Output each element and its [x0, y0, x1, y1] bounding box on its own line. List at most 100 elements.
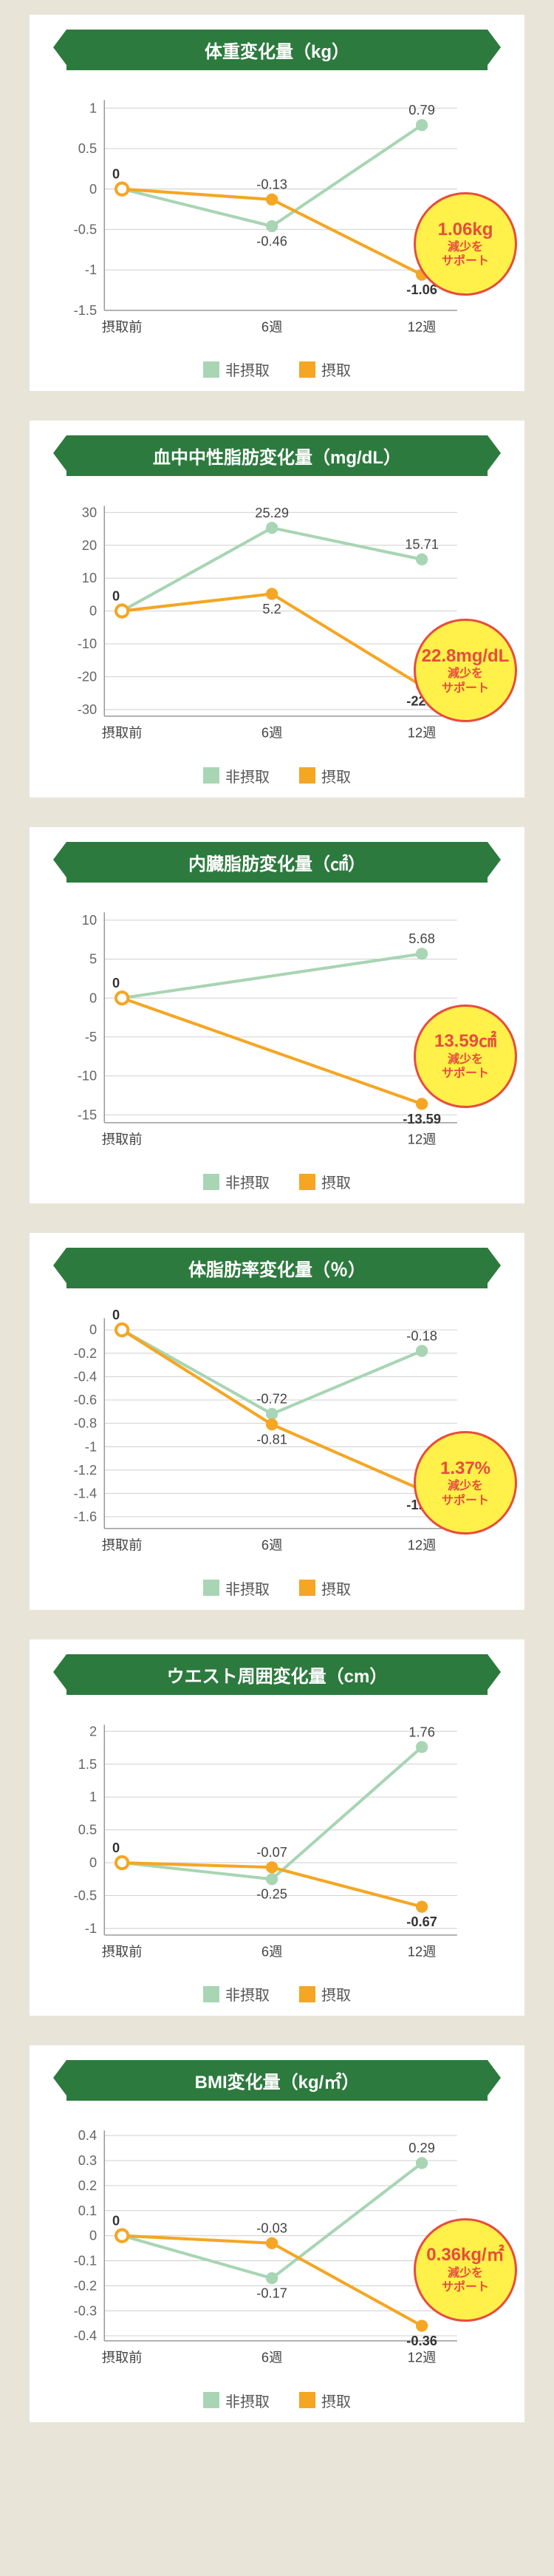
- swatch-nonintake: [203, 1580, 219, 1596]
- svg-text:12週: 12週: [408, 1943, 437, 1959]
- svg-text:12週: 12週: [408, 319, 437, 334]
- chart-card-weight: 体重変化量（kg）-1.5-1-0.500.51摂取前6週12週0-0.460.…: [30, 15, 524, 391]
- svg-text:0.4: 0.4: [78, 2128, 97, 2144]
- svg-text:摂取前: 摂取前: [102, 1537, 143, 1553]
- legend-intake-label: 摂取: [321, 765, 351, 786]
- badge-sub1: 減少を: [448, 240, 483, 254]
- legend-nonintake-label: 非摂取: [225, 2390, 270, 2411]
- svg-text:-0.25: -0.25: [256, 1886, 287, 1902]
- svg-text:-0.03: -0.03: [256, 2220, 287, 2236]
- chart-wrap: -0.4-0.3-0.2-0.100.10.20.30.4摂取前6週12週0-0…: [37, 2115, 517, 2371]
- legend: 非摂取摂取: [37, 1577, 517, 1599]
- badge-value: 1.06kg: [438, 220, 493, 241]
- legend-intake-label: 摂取: [321, 358, 351, 380]
- badge-value: 22.8mg/dL: [422, 646, 510, 667]
- badge-sub2: サポート: [442, 254, 489, 268]
- legend-intake: 摂取: [299, 2390, 351, 2411]
- badge-sub2: サポート: [442, 1494, 489, 1508]
- legend: 非摂取摂取: [37, 1983, 517, 2005]
- result-badge: 1.06kg減少をサポート: [414, 192, 517, 296]
- svg-text:1.5: 1.5: [78, 1756, 97, 1772]
- legend: 非摂取 摂取: [37, 2390, 517, 2411]
- badge-sub2: サポート: [442, 2280, 489, 2294]
- swatch-nonintake: [203, 361, 219, 378]
- chart-wrap: -30-20-100102030摂取前6週12週025.2915.715.2-2…: [37, 491, 517, 746]
- svg-text:-1.4: -1.4: [74, 1486, 97, 1501]
- svg-text:摂取前: 摂取前: [102, 2350, 143, 2365]
- svg-text:0.5: 0.5: [78, 1822, 97, 1838]
- svg-text:-15: -15: [78, 1107, 97, 1122]
- svg-text:-0.17: -0.17: [256, 2286, 287, 2301]
- legend-nonintake: 非摂取: [203, 2390, 270, 2411]
- legend-nonintake: 非摂取: [203, 358, 270, 380]
- svg-text:-13.59: -13.59: [403, 1111, 441, 1126]
- svg-text:0.3: 0.3: [78, 2152, 97, 2168]
- legend-nonintake: 非摂取: [203, 1577, 270, 1599]
- badge-value: 13.59㎠: [434, 1031, 496, 1053]
- chart-title: 体重変化量（kg）: [66, 30, 488, 70]
- legend-intake: 摂取: [299, 1983, 351, 2005]
- legend-nonintake-label: 非摂取: [225, 358, 270, 380]
- svg-text:-20: -20: [78, 669, 97, 684]
- result-badge: 13.59㎠減少をサポート: [414, 1005, 517, 1108]
- svg-text:摂取前: 摂取前: [102, 1131, 143, 1146]
- legend: 非摂取摂取: [37, 1171, 517, 1192]
- svg-text:1: 1: [89, 100, 97, 115]
- badge-sub1: 減少を: [448, 667, 483, 681]
- svg-text:10: 10: [82, 912, 97, 928]
- svg-text:-1: -1: [85, 262, 97, 277]
- svg-text:-0.2: -0.2: [74, 1345, 97, 1361]
- swatch-intake: [299, 1580, 315, 1596]
- svg-text:0: 0: [89, 2228, 97, 2243]
- legend-nonintake-label: 非摂取: [225, 1577, 270, 1599]
- svg-text:5: 5: [89, 951, 97, 967]
- svg-text:25.29: 25.29: [255, 505, 289, 520]
- charts-container: 体重変化量（kg）-1.5-1-0.500.51摂取前6週12週0-0.460.…: [0, 15, 554, 2422]
- svg-text:15.71: 15.71: [405, 537, 439, 552]
- svg-text:-0.36: -0.36: [406, 2333, 437, 2348]
- chart-title: 血中中性脂肪変化量（mg/dL）: [66, 435, 488, 476]
- svg-text:5.2: 5.2: [262, 601, 281, 616]
- svg-text:-1.6: -1.6: [74, 1509, 97, 1525]
- svg-text:-0.6: -0.6: [74, 1392, 97, 1407]
- chart-wrap: -1-0.500.511.52摂取前6週12週0-0.251.76-0.07-0…: [37, 1710, 517, 1965]
- svg-text:-0.4: -0.4: [74, 1369, 97, 1384]
- svg-text:-0.72: -0.72: [256, 1391, 287, 1407]
- svg-text:0: 0: [89, 1322, 97, 1338]
- svg-text:1.76: 1.76: [408, 1724, 435, 1739]
- result-badge: 0.36kg/㎡減少をサポート: [414, 2218, 517, 2322]
- svg-text:12週: 12週: [408, 725, 437, 741]
- svg-text:6週: 6週: [261, 1537, 282, 1553]
- svg-text:-0.5: -0.5: [74, 221, 97, 237]
- svg-text:摂取前: 摂取前: [102, 725, 143, 741]
- chart-svg: -1-0.500.511.52摂取前6週12週0-0.251.76-0.07-0…: [44, 1710, 510, 1965]
- swatch-intake: [299, 1174, 315, 1190]
- svg-text:0.2: 0.2: [78, 2178, 97, 2193]
- svg-text:0: 0: [112, 1840, 120, 1855]
- chart-card-visceral: 内臓脂肪変化量（㎠）-15-10-50510摂取前12週05.68-13.591…: [30, 827, 524, 1203]
- svg-text:10: 10: [82, 571, 97, 586]
- badge-sub1: 減少を: [448, 1053, 483, 1067]
- svg-text:0.5: 0.5: [78, 140, 97, 156]
- svg-text:0: 0: [112, 166, 120, 181]
- svg-text:-1: -1: [85, 1920, 97, 1936]
- svg-text:-0.5: -0.5: [74, 1887, 97, 1903]
- svg-text:摂取前: 摂取前: [102, 1943, 143, 1959]
- swatch-intake: [299, 2392, 315, 2408]
- chart-title: 体脂肪率変化量（％）: [66, 1248, 488, 1288]
- svg-text:-0.8: -0.8: [74, 1416, 97, 1431]
- svg-text:20: 20: [82, 537, 97, 553]
- legend: 非摂取 摂取: [37, 765, 517, 786]
- svg-text:12週: 12週: [408, 1131, 437, 1146]
- svg-text:-1.2: -1.2: [74, 1462, 97, 1478]
- badge-sub2: サポート: [442, 1067, 489, 1081]
- chart-wrap: -1.5-1-0.500.51摂取前6週12週0-0.460.79-0.13-1…: [37, 85, 517, 340]
- badge-sub1: 減少を: [448, 2266, 483, 2280]
- legend-nonintake-label: 非摂取: [225, 1171, 270, 1192]
- legend-intake-label: 摂取: [321, 1983, 351, 2005]
- legend-nonintake: 非摂取: [203, 765, 270, 786]
- svg-text:12週: 12週: [408, 2350, 437, 2365]
- swatch-intake: [299, 361, 315, 378]
- svg-text:1: 1: [89, 1789, 97, 1804]
- svg-text:-30: -30: [78, 701, 97, 717]
